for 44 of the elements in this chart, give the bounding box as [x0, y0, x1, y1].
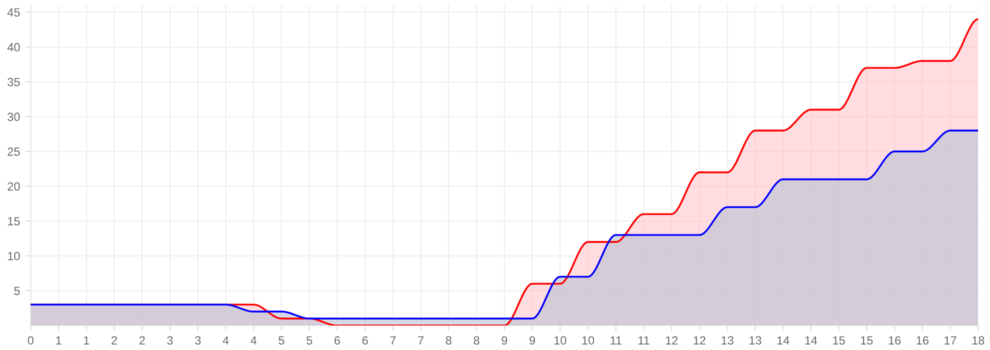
y-tick-label: 20 [8, 182, 20, 191]
x-tick-label: 2 [112, 336, 117, 344]
x-tick-label: 14 [777, 336, 790, 344]
y-tick-label: 30 [8, 112, 20, 122]
y-tick-label: 25 [8, 147, 20, 156]
x-tick-label: 9 [502, 336, 508, 345]
x-tick-label: 4 [250, 336, 257, 344]
x-tick-label: 15 [833, 336, 845, 345]
x-tick-label: 12 [666, 336, 678, 344]
x-tick-label: 15 [860, 336, 873, 345]
x-tick-label: 7 [418, 336, 424, 344]
x-tick-label: 12 [694, 336, 706, 344]
x-tick-label: 9 [530, 336, 535, 345]
x-tick-label: 4 [222, 336, 229, 344]
x-tick-label: 6 [362, 336, 368, 345]
x-tick-label: 1 [84, 336, 90, 344]
y-tick-label: 35 [8, 78, 20, 86]
x-tick-label: 0 [28, 336, 34, 345]
x-tick-label: 13 [750, 336, 762, 345]
x-tick-label: 14 [805, 336, 818, 344]
x-tick-label: 1 [56, 336, 62, 344]
y-tick-label: 5 [14, 286, 20, 296]
x-tick-label: 2 [139, 336, 145, 344]
x-tick-label: 18 [972, 336, 984, 345]
y-tick-label: 10 [8, 252, 20, 260]
x-tick-label: 6 [334, 336, 340, 345]
x-tick-label: 8 [446, 336, 452, 345]
x-tick-label: 8 [474, 336, 480, 345]
x-tick-label: 10 [582, 336, 594, 345]
x-tick-label: 13 [722, 336, 734, 345]
x-tick-label: 10 [554, 336, 566, 345]
x-tick-label: 16 [916, 336, 928, 345]
x-tick-label: 11 [638, 336, 650, 344]
x-tick-label: 16 [888, 336, 901, 345]
x-tick-label: 7 [390, 336, 396, 344]
y-tick-label: 15 [8, 217, 20, 226]
x-tick-label: 3 [167, 336, 173, 345]
x-tick-label: 5 [306, 336, 312, 345]
x-tick-label: 5 [278, 336, 284, 345]
x-tick-label: 3 [195, 336, 201, 345]
x-tick-label: 11 [610, 336, 622, 344]
x-tick-label: 17 [944, 336, 956, 344]
y-tick-label: 45 [7, 8, 20, 17]
y-tick-label: 40 [7, 43, 20, 52]
